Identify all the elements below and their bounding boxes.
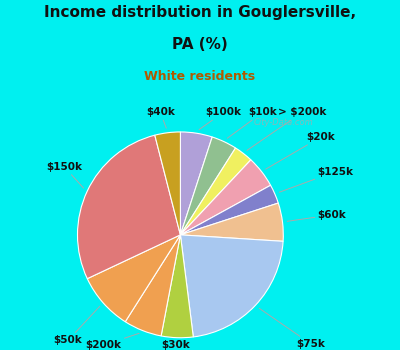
Text: White residents: White residents [144,70,256,83]
Wedge shape [87,235,180,322]
Text: $10k: $10k [227,107,277,138]
Wedge shape [180,132,212,235]
Text: $60k: $60k [287,210,346,221]
Wedge shape [155,132,180,235]
Text: > $200k: > $200k [247,107,326,150]
Text: $40k: $40k [146,107,175,128]
Wedge shape [180,137,236,235]
Wedge shape [180,203,283,241]
Wedge shape [125,235,180,336]
Text: $75k: $75k [259,308,326,349]
Text: Income distribution in Gouglersville,: Income distribution in Gouglersville, [44,5,356,20]
Wedge shape [180,160,270,235]
Text: PA (%): PA (%) [172,37,228,52]
Text: $200k: $200k [86,333,139,350]
Text: $50k: $50k [54,306,100,345]
Wedge shape [161,235,193,338]
Wedge shape [180,148,251,235]
Text: $150k: $150k [46,162,84,188]
Wedge shape [180,185,278,235]
Text: $125k: $125k [279,167,354,192]
Text: $20k: $20k [266,132,335,169]
Wedge shape [78,135,180,279]
Text: $100k: $100k [199,107,241,130]
Text: City-Data.com: City-Data.com [254,118,314,127]
Text: $30k: $30k [161,340,190,350]
Wedge shape [180,235,283,337]
